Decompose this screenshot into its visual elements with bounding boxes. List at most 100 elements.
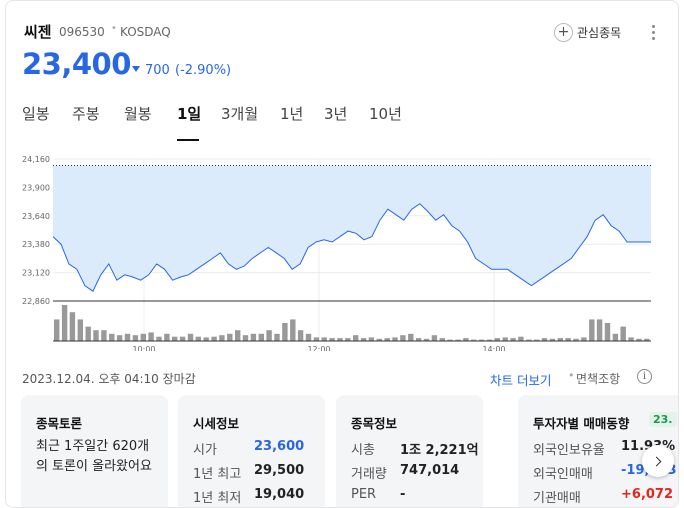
volume-bar — [589, 319, 595, 341]
volume-bar — [85, 326, 91, 341]
tab-1day[interactable]: 1일 — [177, 105, 202, 123]
volume-bar — [250, 333, 257, 341]
market-name: KOSDAQ — [120, 25, 171, 39]
volume-bar — [164, 333, 170, 341]
info-row: 시총 1조 2,221억 — [351, 443, 479, 458]
volume-bar — [337, 338, 343, 341]
volume-bar — [195, 336, 201, 341]
plus-icon: + — [554, 22, 573, 42]
tab-daily[interactable]: 일봉 — [22, 105, 50, 123]
add-favorite-button[interactable]: + 관심종목 — [554, 21, 621, 43]
volume-bar — [211, 336, 217, 341]
current-price: 23,400 — [22, 47, 131, 81]
y-tick-label: 23,380 — [22, 240, 50, 249]
card-title: 투자자별 매매동향 — [533, 416, 630, 431]
volume-bar — [179, 336, 186, 341]
volume-bar — [463, 338, 469, 341]
tab-10years[interactable]: 10년 — [369, 105, 402, 123]
more-menu-button[interactable] — [646, 21, 660, 43]
volume-bar — [227, 333, 233, 341]
volume-bar — [415, 338, 422, 341]
separator-dot: • — [111, 23, 117, 34]
stock-name[interactable]: 씨젠 — [24, 23, 52, 41]
volume-bar — [502, 337, 508, 341]
volume-bar — [392, 337, 398, 341]
more-vertical-icon — [651, 24, 655, 28]
stock-widget: 씨젠 096530 • KOSDAQ + 관심종목 23,400 700 (-2… — [5, 0, 679, 508]
y-tick-label: 24,160 — [22, 155, 50, 164]
card-stock-info[interactable]: 종목정보 시총 1조 2,221억 거래량 747,014 PER - — [336, 395, 483, 507]
volume-bar — [148, 332, 154, 341]
down-arrow-icon — [132, 66, 140, 72]
card-title: 종목토론 — [36, 416, 83, 431]
discussion-text: 최근 1주일간 620개의 토론이 올라왔어요 — [36, 439, 152, 474]
volume-bar — [156, 336, 162, 341]
volume-bar — [455, 339, 461, 341]
volume-bar — [510, 338, 516, 341]
info-row: PER - — [351, 487, 406, 502]
y-tick-label: 23,640 — [22, 212, 50, 221]
chart-timestamp: 2023.12.04. 오후 04:10 장마감 — [22, 372, 196, 386]
volume-bar — [258, 333, 264, 341]
price-change: 700 — [145, 63, 170, 78]
volume-bar — [172, 336, 178, 341]
tab-3months[interactable]: 3개월 — [221, 105, 259, 123]
volume-bar — [636, 338, 642, 341]
y-tick-label: 23,120 — [22, 269, 50, 278]
volume-bar — [140, 333, 146, 341]
price-line — [52, 203, 651, 292]
volume-bar — [345, 338, 351, 341]
volume-bar — [549, 338, 556, 341]
chevron-right-icon — [651, 456, 662, 466]
volume-bar — [439, 338, 445, 341]
volume-bar — [132, 335, 139, 341]
tab-monthly[interactable]: 월봉 — [124, 105, 152, 123]
info-row: 외국인보유율 11.93% — [533, 439, 676, 458]
favorite-label: 관심종목 — [577, 25, 622, 40]
volume-bar — [526, 339, 532, 341]
more-chart-link[interactable]: 차트 더보기 — [490, 373, 552, 388]
y-tick-label: 23,900 — [22, 183, 50, 192]
y-tick-label: 22,860 — [22, 297, 50, 306]
volume-bar — [203, 337, 209, 341]
disclaimer-link[interactable]: 면책조항 — [576, 372, 621, 386]
volume-bar — [447, 339, 453, 341]
card-discussion[interactable]: 종목토론 최근 1주일간 620개의 토론이 올라왔어요 — [21, 395, 168, 507]
intraday-chart[interactable]: 24,160 23,900 23,640 23,380 23,120 22,860 10:0… — [6, 151, 679, 351]
volume-bar — [54, 319, 60, 341]
volume-bar — [305, 333, 312, 341]
x-tick-label: 10:00 — [132, 345, 155, 351]
volume-bar — [557, 338, 563, 341]
next-cards-button[interactable] — [642, 445, 674, 477]
tab-3years[interactable]: 3년 — [324, 105, 348, 123]
volume-bar — [69, 312, 76, 341]
tab-weekly[interactable]: 주봉 — [72, 105, 100, 123]
card-market-info[interactable]: 시세정보 시가 23,600 1년 최고 29,500 1년 최저 19,040 — [178, 395, 325, 507]
volume-bar — [431, 335, 438, 341]
volume-bar — [266, 330, 272, 341]
volume-bar — [620, 326, 626, 341]
volume-bar — [400, 335, 406, 341]
volume-bar — [297, 330, 304, 341]
volume-bar — [565, 338, 571, 341]
tab-1year[interactable]: 1년 — [280, 105, 304, 123]
volume-bar — [313, 337, 320, 341]
volume-bar — [478, 339, 485, 341]
volume-bar — [61, 305, 68, 341]
info-icon[interactable]: i — [637, 369, 652, 384]
volume-bar — [408, 333, 414, 341]
x-tick-label: 12:00 — [307, 345, 330, 351]
volume-bar — [274, 333, 280, 341]
info-row: 외국인매매 -19,033 — [533, 463, 677, 482]
x-tick-label: 14:00 — [482, 345, 505, 351]
volume-bar — [486, 339, 493, 341]
volume-bar — [384, 338, 390, 341]
volume-bar — [219, 335, 225, 341]
volume-bar — [93, 330, 99, 341]
info-row: 시가 23,600 — [193, 439, 305, 458]
volume-bar — [282, 323, 288, 341]
volume-bar — [360, 338, 367, 341]
volume-bar — [541, 338, 548, 341]
info-row: 기관매매 +6,072 — [533, 487, 674, 506]
volume-bar — [423, 338, 430, 341]
